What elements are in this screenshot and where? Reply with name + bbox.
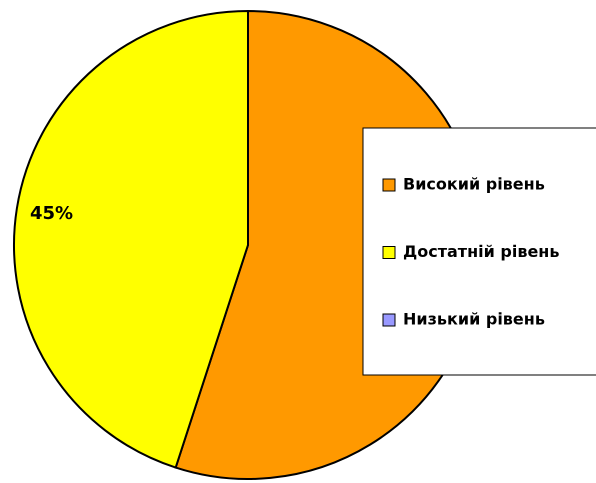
legend-swatch (382, 178, 396, 192)
legend-swatch (382, 246, 396, 259)
legend-label: Достатній рівень (403, 242, 559, 261)
legend-label: Високий рівень (403, 175, 545, 194)
legend-box (362, 127, 596, 376)
pie-slice (13, 9, 249, 469)
legend-label: Низький рівень (403, 310, 545, 329)
legend-swatch (382, 313, 396, 327)
data-label: 45% (30, 203, 73, 224)
